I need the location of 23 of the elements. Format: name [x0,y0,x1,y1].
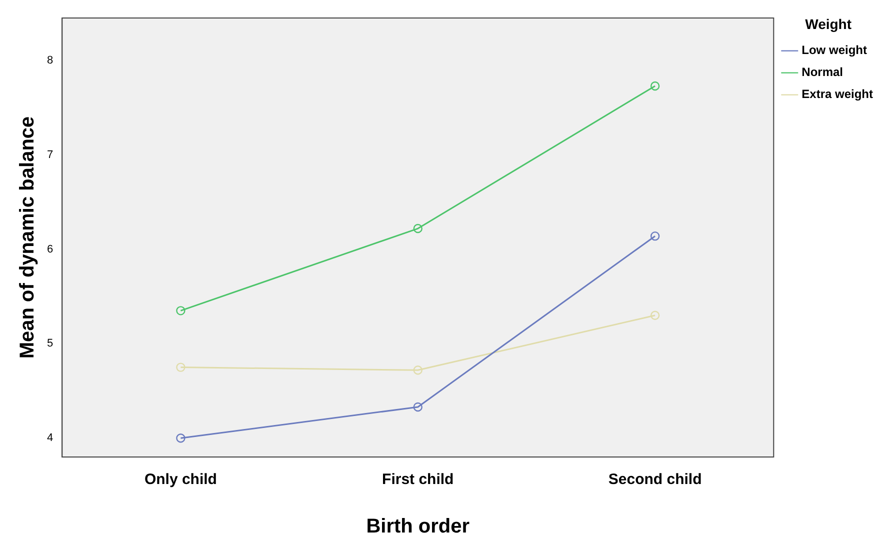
point [650,310,660,320]
y-axis-title: Mean of dynamic balance [16,116,39,359]
point [650,81,660,91]
legend-label: Normal [802,65,843,80]
y-tick-label: 8 [46,54,54,67]
point [176,434,186,443]
y-tick-label: 6 [46,243,54,256]
x-tick-label: First child [382,471,454,488]
point [176,306,186,316]
point [413,402,422,412]
point [413,224,422,234]
legend-label: Extra weight [802,87,874,102]
point [413,366,422,375]
legend-label: Low weight [802,43,867,58]
y-tick-label: 7 [46,148,54,161]
x-tick-label: Only child [144,471,217,488]
legend-title: Weight [805,16,852,32]
point [650,231,660,241]
point [176,362,186,372]
y-tick-label: 4 [46,432,54,444]
x-axis-title: Birth order [366,516,470,538]
x-tick-label: Second child [608,471,702,488]
y-tick-label: 5 [46,338,54,350]
